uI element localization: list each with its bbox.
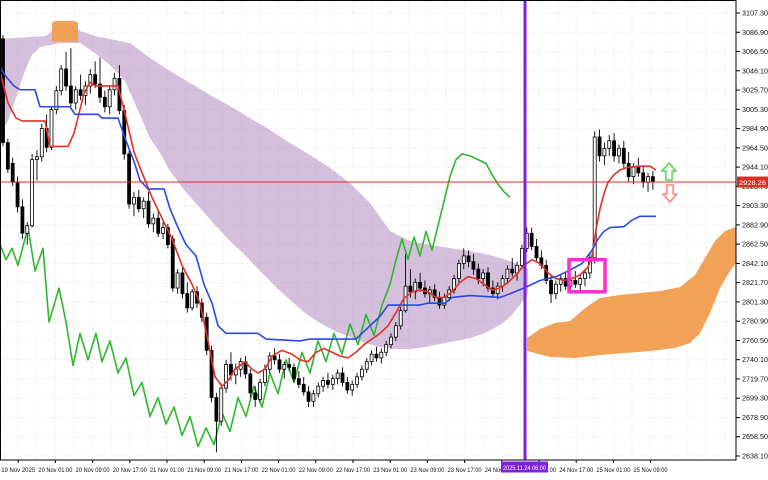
senkou-cloud-bump — [52, 20, 78, 42]
svg-text:3046.10: 3046.10 — [742, 68, 768, 75]
svg-text:22 Nov 17:00: 22 Nov 17:00 — [336, 467, 370, 474]
candles-layer — [1, 34, 655, 453]
svg-text:2842.10: 2842.10 — [742, 261, 768, 268]
price-axis[interactable]: 3107.30 3086.90 3066.50 3046.10 3025.70 3005.… — [736, 11, 768, 461]
time-axis[interactable]: 19 Nov 2025 20 Nov 01:00 20 Nov 09:00 20 No… — [1, 460, 668, 474]
svg-text:2658.50: 2658.50 — [742, 434, 768, 441]
svg-text:2780.90: 2780.90 — [742, 319, 768, 326]
down-arrow-icon[interactable] — [662, 184, 678, 203]
svg-text:2699.30: 2699.30 — [742, 396, 768, 403]
svg-text:2760.50: 2760.50 — [742, 338, 768, 345]
svg-text:2638.10: 2638.10 — [742, 454, 768, 461]
svg-text:22 Nov 01:00: 22 Nov 01:00 — [262, 467, 296, 474]
svg-text:20 Nov 17:00: 20 Nov 17:00 — [113, 467, 147, 474]
svg-text:20 Nov 01:00: 20 Nov 01:00 — [38, 467, 72, 474]
svg-text:25 Nov 01:00: 25 Nov 01:00 — [596, 467, 630, 474]
svg-text:2678.90: 2678.90 — [742, 415, 768, 422]
svg-text:19 Nov 2025: 19 Nov 2025 — [1, 467, 35, 474]
svg-text:2964.50: 2964.50 — [742, 145, 768, 152]
svg-text:3086.90: 3086.90 — [742, 30, 768, 37]
svg-text:2984.90: 2984.90 — [742, 126, 768, 133]
svg-text:2882.90: 2882.90 — [742, 222, 768, 229]
svg-text:3107.30: 3107.30 — [742, 11, 768, 18]
svg-text:23 Nov 09:00: 23 Nov 09:00 — [410, 467, 444, 474]
current-price-tag: 2928.26 — [737, 176, 768, 188]
svg-text:2801.30: 2801.30 — [742, 299, 768, 306]
highlight-box[interactable] — [567, 257, 607, 294]
plot-frame — [0, 0, 737, 461]
svg-text:2719.70: 2719.70 — [742, 376, 768, 383]
svg-text:2862.50: 2862.50 — [742, 242, 768, 249]
highlighted-time-label: 2025.11.24 06:00 — [501, 461, 548, 473]
svg-text:23 Nov 01:00: 23 Nov 01:00 — [373, 467, 407, 474]
svg-text:2903.30: 2903.30 — [742, 203, 768, 210]
svg-text:21 Nov 09:00: 21 Nov 09:00 — [187, 467, 221, 474]
svg-text:22 Nov 09:00: 22 Nov 09:00 — [299, 467, 333, 474]
senkou-cloud-future — [527, 227, 736, 358]
svg-text:20 Nov 09:00: 20 Nov 09:00 — [76, 467, 110, 474]
svg-text:21 Nov 01:00: 21 Nov 01:00 — [150, 467, 184, 474]
svg-text:3025.70: 3025.70 — [742, 88, 768, 95]
svg-text:2025.11.24 06:00: 2025.11.24 06:00 — [503, 465, 546, 472]
up-arrow-icon[interactable] — [661, 162, 677, 181]
svg-text:2821.70: 2821.70 — [742, 280, 768, 287]
svg-text:21 Nov 17:00: 21 Nov 17:00 — [224, 467, 258, 474]
chikou-span-line — [0, 153, 511, 448]
svg-text:23 Nov 17:00: 23 Nov 17:00 — [448, 467, 482, 474]
svg-text:3005.30: 3005.30 — [742, 107, 768, 114]
svg-text:2944.10: 2944.10 — [742, 165, 768, 172]
svg-text:3066.50: 3066.50 — [742, 49, 768, 56]
senkou-cloud-past — [0, 24, 528, 350]
svg-text:2928.26: 2928.26 — [739, 180, 766, 187]
svg-text:2740.10: 2740.10 — [742, 357, 768, 364]
svg-text:24 Nov 17:00: 24 Nov 17:00 — [559, 467, 593, 474]
kijun-sen-line — [0, 66, 656, 342]
svg-text:25 Nov 09:00: 25 Nov 09:00 — [634, 467, 668, 474]
